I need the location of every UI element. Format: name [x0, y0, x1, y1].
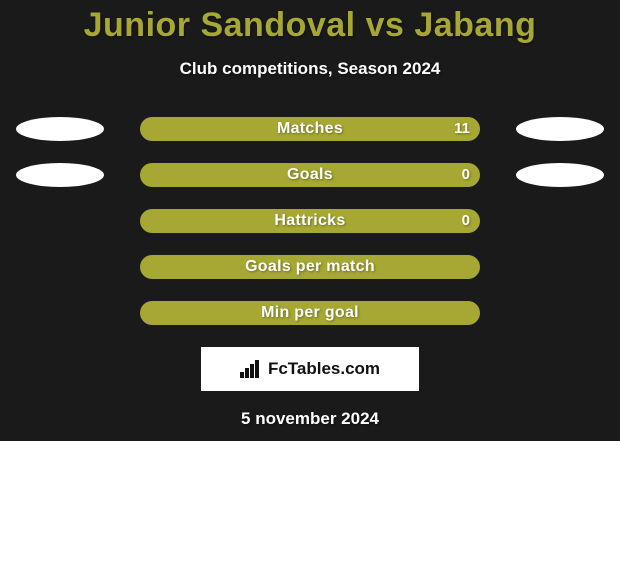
stat-label: Goals per match	[245, 258, 375, 276]
stat-value: 0	[462, 209, 470, 233]
stat-label: Matches	[277, 120, 343, 138]
stat-value: 11	[454, 117, 470, 141]
player2-ellipse	[516, 163, 604, 187]
page-title: Junior Sandoval vs Jabang	[0, 6, 620, 45]
date-label: 5 november 2024	[0, 409, 620, 429]
stat-label: Min per goal	[261, 304, 359, 322]
logo-text: FcTables.com	[268, 359, 380, 379]
bar-chart-icon	[240, 360, 262, 378]
content: Junior Sandoval vs Jabang Club competiti…	[0, 6, 620, 429]
stat-bar: Min per goal	[140, 301, 480, 325]
stat-label: Hattricks	[274, 212, 345, 230]
subtitle: Club competitions, Season 2024	[0, 59, 620, 79]
player1-ellipse	[16, 163, 104, 187]
stat-bar: Hattricks 0	[140, 209, 480, 233]
player1-ellipse	[16, 117, 104, 141]
stat-bar: Goals per match	[140, 255, 480, 279]
stat-row-goals: Goals 0	[0, 163, 620, 187]
player2-ellipse	[516, 117, 604, 141]
stat-row-matches: Matches 11	[0, 117, 620, 141]
stat-row-hattricks: Hattricks 0	[0, 209, 620, 233]
stat-label: Goals	[287, 166, 333, 184]
stat-row-goals-per-match: Goals per match	[0, 255, 620, 279]
comparison-infographic: Junior Sandoval vs Jabang Club competiti…	[0, 0, 620, 580]
stat-value: 0	[462, 163, 470, 187]
fctables-logo: FcTables.com	[201, 347, 419, 391]
stat-bar: Matches 11	[140, 117, 480, 141]
stat-rows: Matches 11 Goals 0 Hattricks 0	[0, 117, 620, 325]
stat-bar: Goals 0	[140, 163, 480, 187]
stat-row-min-per-goal: Min per goal	[0, 301, 620, 325]
